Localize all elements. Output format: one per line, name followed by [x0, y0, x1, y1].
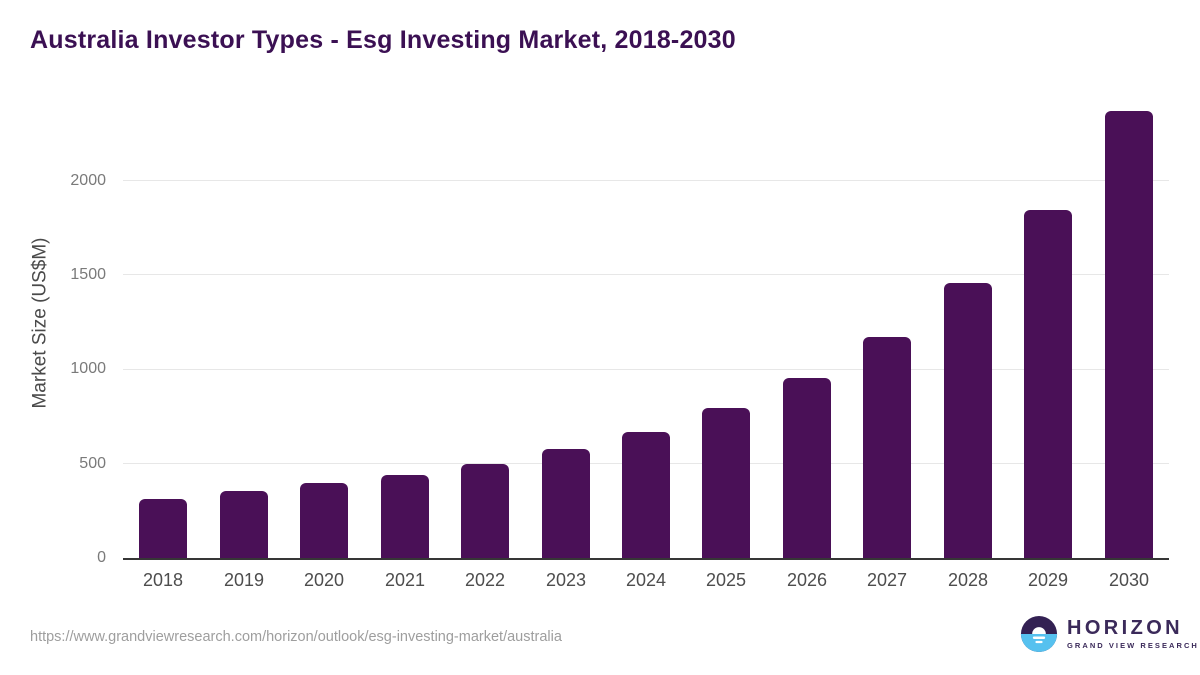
- y-tick-label-2000: 2000: [70, 171, 106, 189]
- y-tick-label-1500: 1500: [70, 265, 106, 283]
- horizon-logo: HORIZON GRAND VIEW RESEARCH: [1020, 615, 1199, 653]
- x-tick-label-2028: 2028: [947, 570, 989, 590]
- gridline-1500: [123, 274, 1169, 276]
- source-url: https://www.grandviewresearch.com/horizo…: [30, 629, 562, 645]
- bar-2030: [1105, 111, 1153, 558]
- bar-2029: [1024, 210, 1072, 558]
- gridline-2000: [123, 180, 1169, 181]
- bar-2022: [461, 464, 509, 558]
- gridline-1000: [123, 368, 1169, 370]
- x-tick-label-2023: 2023: [545, 570, 587, 590]
- x-tick-label-2020: 2020: [303, 570, 345, 590]
- bar-2025: [702, 408, 750, 558]
- bar-2020: [300, 483, 348, 558]
- bar-2018: [139, 499, 187, 558]
- bar-2019: [220, 491, 268, 558]
- logo-brand: HORIZON: [1067, 617, 1184, 639]
- x-tick-label-2021: 2021: [384, 570, 426, 590]
- plot-area: [123, 105, 1169, 560]
- y-tick-label-1000: 1000: [70, 360, 106, 378]
- horizon-sun-icon: [1020, 615, 1058, 653]
- bar-2023: [542, 449, 590, 558]
- bar-2024: [622, 432, 670, 558]
- x-tick-label-2019: 2019: [223, 570, 265, 590]
- x-tick-label-2022: 2022: [464, 570, 506, 590]
- bar-2028: [944, 283, 992, 558]
- x-tick-label-2025: 2025: [705, 570, 747, 590]
- x-tick-label-2027: 2027: [866, 570, 908, 590]
- horizon-logo-text: HORIZON GRAND VIEW RESEARCH: [1067, 618, 1199, 650]
- logo-sub-brand: GRAND VIEW RESEARCH: [1067, 641, 1199, 650]
- x-tick-label-2029: 2029: [1027, 570, 1069, 590]
- x-tick-label-2018: 2018: [142, 570, 184, 590]
- y-axis-title: Market Size (US$M): [29, 237, 51, 409]
- bar-2021: [381, 475, 429, 558]
- y-tick-label-0: 0: [97, 549, 106, 566]
- x-tick-label-2024: 2024: [625, 570, 667, 590]
- chart-title: Australia Investor Types - Esg Investing…: [30, 26, 736, 54]
- x-tick-label-2030: 2030: [1108, 570, 1150, 590]
- bar-2027: [863, 337, 911, 558]
- x-tick-label-2026: 2026: [786, 570, 828, 590]
- bar-2026: [783, 378, 831, 558]
- y-tick-label-500: 500: [79, 454, 106, 472]
